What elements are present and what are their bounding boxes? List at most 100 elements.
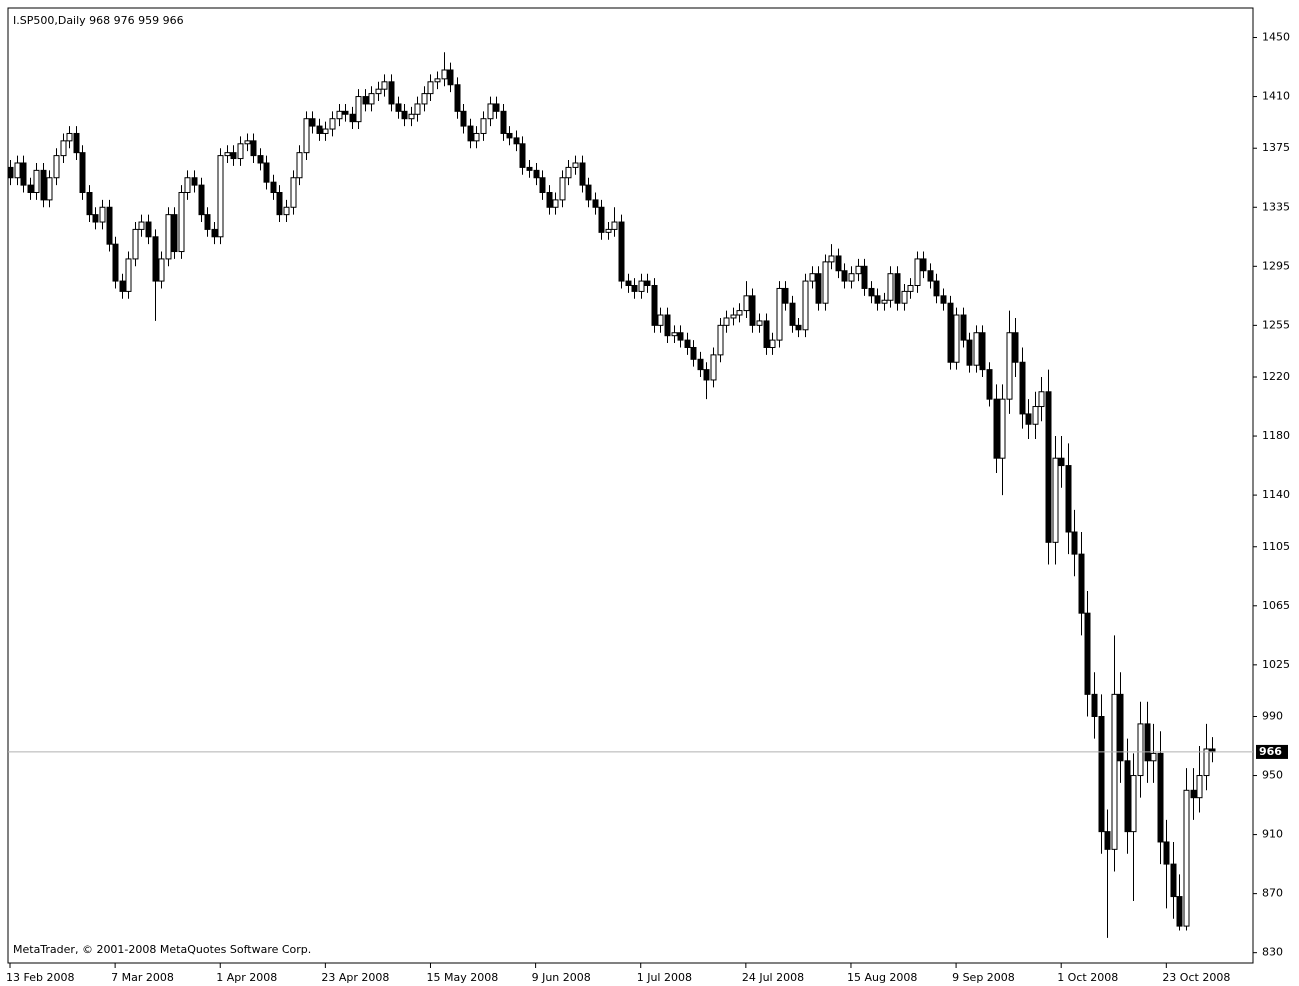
x-tick-label: 1 Apr 2008 [216, 971, 277, 984]
candle-body [776, 287, 783, 341]
candle-body [749, 295, 756, 326]
candle-body [690, 346, 697, 360]
candle-body [519, 143, 526, 168]
x-tick-label: 7 Mar 2008 [111, 971, 174, 984]
candle-body [730, 314, 737, 319]
candle-body [480, 118, 487, 134]
y-tick-label: 1105 [1262, 540, 1290, 553]
candle-body [125, 258, 132, 292]
candle-body [408, 113, 415, 120]
candle-body [368, 93, 375, 105]
x-tick-label: 9 Jun 2008 [532, 971, 591, 984]
candle-body [822, 261, 829, 304]
candle-body [526, 166, 533, 171]
candle-body [802, 280, 809, 331]
candle-body [1058, 457, 1065, 467]
candle-body [1019, 361, 1026, 415]
candle-body [979, 332, 986, 371]
candle-body [651, 284, 658, 326]
candle-body [401, 110, 408, 120]
candle-body [657, 314, 664, 326]
candle-body [684, 339, 691, 348]
candle-body [441, 69, 448, 80]
candle-body [355, 96, 362, 123]
candle-body [756, 320, 763, 326]
candle-body [828, 255, 835, 263]
y-tick-label: 990 [1262, 710, 1283, 723]
candle-body [664, 314, 671, 337]
candle-body [809, 273, 816, 282]
candle-body [769, 339, 776, 348]
candle-body [743, 295, 750, 312]
candle-body [493, 103, 500, 112]
candle-body [644, 280, 651, 286]
candle-body [427, 81, 434, 95]
candle-body [789, 302, 796, 326]
candle-body [158, 258, 165, 282]
candle-body [1038, 391, 1045, 408]
candle-body [533, 169, 540, 179]
candle-body [152, 236, 159, 282]
candle-body [559, 177, 566, 201]
candle-body [940, 295, 947, 304]
current-price-box [1256, 744, 1288, 759]
candle-body [736, 310, 743, 316]
candle-body [46, 177, 53, 201]
candle-body [79, 152, 86, 194]
candle-body [874, 295, 881, 304]
candle-body [638, 280, 645, 292]
candle-body [250, 140, 257, 157]
candle-body [33, 169, 40, 194]
candle-body [1144, 723, 1151, 762]
candle-body [40, 169, 47, 201]
candle-body [1052, 457, 1059, 543]
candle-body [953, 314, 960, 363]
y-tick-label: 870 [1262, 887, 1283, 900]
candle-body [1006, 332, 1013, 400]
candle-body [901, 290, 908, 304]
candle-body [191, 177, 198, 186]
candle-body [171, 214, 178, 253]
candle-body [552, 199, 559, 208]
candle-body [973, 332, 980, 366]
candle-body [697, 358, 704, 371]
candle-body [947, 302, 954, 363]
candle-body [342, 110, 349, 115]
candle-body [230, 152, 237, 160]
y-tick-label: 1255 [1262, 318, 1290, 331]
y-tick-label: 830 [1262, 946, 1283, 959]
candle-body [1065, 465, 1072, 533]
candle-body [309, 118, 316, 127]
y-tick-label: 950 [1262, 769, 1283, 782]
candle-body [986, 369, 993, 400]
candle-body [763, 320, 770, 348]
candle-body [605, 228, 612, 233]
candle-body [60, 140, 67, 157]
copyright: MetaTrader, © 2001-2008 MetaQuotes Softw… [13, 943, 311, 956]
candle-body [86, 192, 93, 216]
candle-body [178, 192, 185, 253]
current-price-label: 966 [1259, 745, 1282, 758]
candle-body [861, 265, 868, 289]
candle-body [119, 280, 126, 292]
candle-body [1078, 553, 1085, 614]
candle-body [375, 88, 382, 95]
candle-body [290, 177, 297, 208]
candle-body [1130, 775, 1137, 833]
candle-body [625, 280, 632, 286]
x-tick-label: 24 Jul 2008 [742, 971, 804, 984]
candle-body [421, 93, 428, 105]
candle-body [1170, 863, 1177, 898]
candle-body [723, 317, 730, 326]
candle-body [815, 273, 822, 304]
candle-body [296, 152, 303, 179]
candle-body [848, 273, 855, 282]
candle-body [579, 162, 586, 186]
candle-body [138, 221, 145, 230]
candle-body [487, 103, 494, 120]
candle-body [795, 324, 802, 331]
candle-body [112, 243, 119, 282]
candle-body [434, 78, 441, 83]
